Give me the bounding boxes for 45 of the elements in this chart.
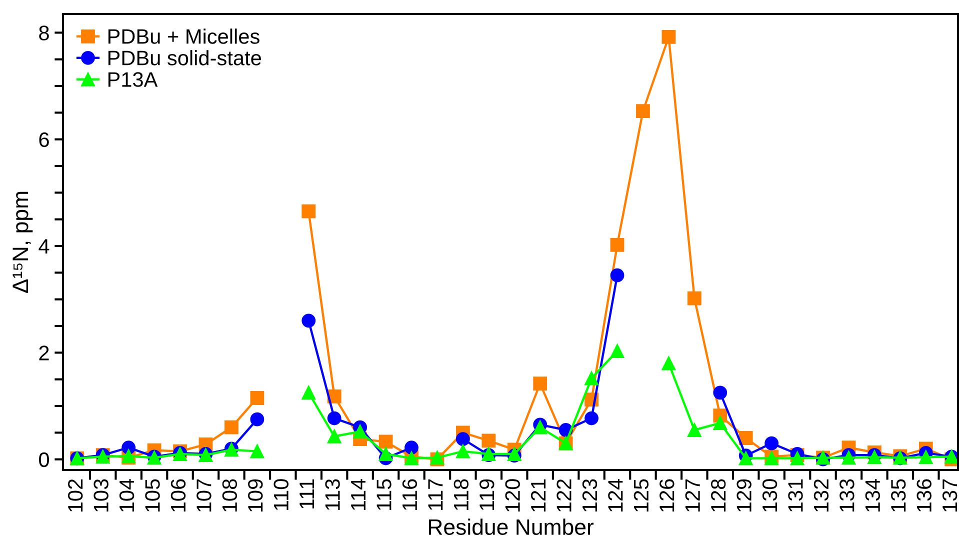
x-tick-label: 121 <box>530 479 546 512</box>
legend-label: PDBu + Micelles <box>108 28 260 44</box>
x-tick-label: 130 <box>762 479 778 512</box>
x-tick-label: 114 <box>351 478 366 510</box>
x-tick-label: 124 <box>608 478 623 512</box>
x-tick-label: 127 <box>685 479 700 512</box>
x-tick-label: 103 <box>94 479 108 512</box>
x-tick-label: 107 <box>196 479 212 512</box>
x-tick-label: 125 <box>634 479 649 512</box>
x-tick-label: 126 <box>660 479 674 512</box>
x-tick-label: 132 <box>814 479 829 512</box>
x-tick-label: 136 <box>916 479 932 512</box>
x-tick-label: 131 <box>788 479 803 512</box>
y-tick-label: 2 <box>39 346 49 360</box>
x-tick-label: 106 <box>170 479 186 512</box>
legend-label: P13A <box>108 72 158 87</box>
x-tick-label: 119 <box>480 479 494 510</box>
x-tick-label: 137 <box>942 479 958 512</box>
x-tick-label: 108 <box>222 479 238 512</box>
x-tick-label: 118 <box>454 479 469 510</box>
y-tick-label: 4 <box>38 239 50 254</box>
y-tick-label: 0 <box>39 452 49 468</box>
x-tick-label: 116 <box>402 479 418 510</box>
x-tick-label: 123 <box>582 479 598 512</box>
y-tick-label: 6 <box>39 132 49 148</box>
y-tick-label: 8 <box>39 26 49 40</box>
y-axis-title: Δ¹⁵N, ppm <box>12 192 33 293</box>
x-tick-label: 129 <box>736 479 752 512</box>
x-tick-label: 120 <box>505 479 520 512</box>
x-tick-label: 117 <box>428 479 443 510</box>
x-tick-label: 113 <box>325 479 340 510</box>
x-axis-title: Residue Number <box>428 518 594 535</box>
x-tick-label: 109 <box>248 479 263 512</box>
legend-label: PDBu solid-state <box>108 50 261 66</box>
x-tick-label: 115 <box>376 479 392 510</box>
x-tick-label: 104 <box>119 478 134 512</box>
x-tick-label: 105 <box>145 479 160 512</box>
x-tick-label: 102 <box>68 479 83 512</box>
x-tick-label: 134 <box>865 478 880 512</box>
x-tick-label: 110 <box>274 479 288 510</box>
x-tick-label: 128 <box>710 479 726 512</box>
x-tick-label: 135 <box>891 479 906 512</box>
x-tick-label: 111 <box>300 479 314 508</box>
x-tick-label: 122 <box>556 479 572 512</box>
x-tick-label: 133 <box>840 479 854 512</box>
